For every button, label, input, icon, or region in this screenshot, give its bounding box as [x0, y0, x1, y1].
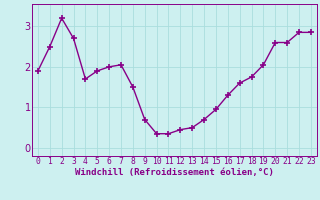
X-axis label: Windchill (Refroidissement éolien,°C): Windchill (Refroidissement éolien,°C) [75, 168, 274, 177]
